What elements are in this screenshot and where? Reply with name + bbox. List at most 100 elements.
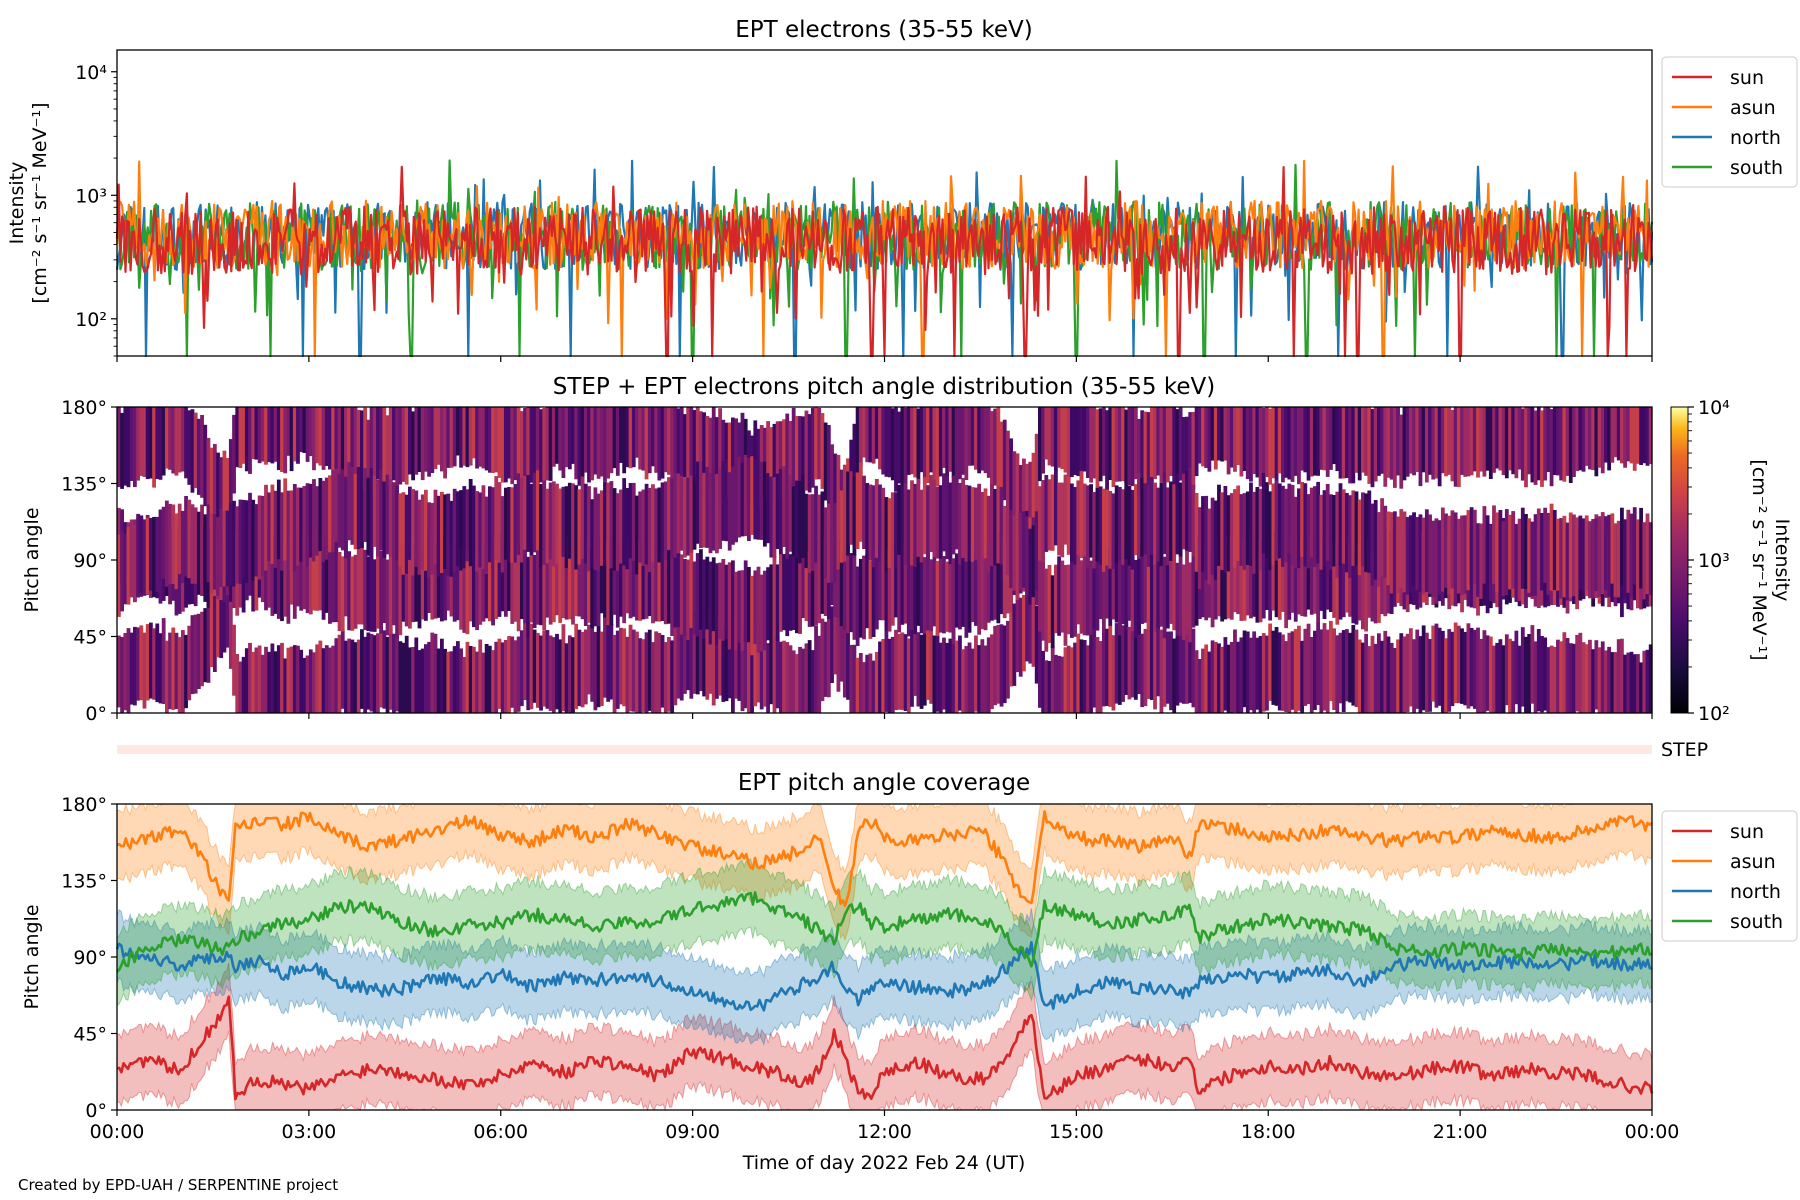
heatmap-cell	[1504, 407, 1509, 479]
heatmap-cell	[455, 641, 460, 713]
heatmap-cell	[1517, 645, 1522, 713]
heatmap-cell	[1626, 407, 1631, 462]
heatmap-cell	[1303, 483, 1308, 567]
legend-label-north: north	[1730, 127, 1781, 149]
heatmap-cell	[945, 642, 950, 713]
heatmap-cell	[1613, 407, 1618, 458]
heatmap-cell	[635, 495, 639, 575]
heatmap-cell	[1380, 407, 1384, 474]
heatmap-cell	[587, 624, 591, 695]
heatmap-cell	[1396, 639, 1400, 713]
heatmap-cell	[1386, 511, 1391, 586]
heatmap-cell	[267, 492, 272, 561]
heatmap-cell	[1153, 407, 1157, 480]
heatmap-cell	[810, 650, 815, 713]
heatmap-cell	[561, 536, 566, 619]
heatmap-cell	[945, 407, 950, 477]
heatmap-cell	[830, 503, 834, 583]
heatmap-cell	[686, 477, 691, 556]
heatmap-cell	[631, 407, 636, 468]
y-tick-label: 90°	[73, 550, 107, 572]
heatmap-cell	[1466, 407, 1471, 477]
heatmap-cell	[1581, 407, 1586, 472]
heatmap-cell	[759, 622, 764, 710]
heatmap-cell	[996, 539, 1001, 624]
heatmap-cell	[145, 407, 150, 480]
y-tick-label: 180°	[61, 397, 107, 419]
heatmap-cell	[465, 489, 470, 562]
heatmap-cell	[417, 407, 422, 472]
heatmap-cell	[1111, 545, 1116, 620]
heatmap-cell	[436, 648, 441, 713]
heatmap-cell	[663, 642, 668, 713]
heatmap-cell	[1504, 509, 1509, 595]
heatmap-cell	[1498, 639, 1503, 713]
heatmap-cell	[958, 635, 962, 711]
heatmap-cell	[353, 473, 358, 550]
heatmap-cell	[929, 407, 934, 473]
heatmap-cell	[1329, 538, 1333, 612]
heatmap-cell	[849, 471, 854, 545]
heatmap-cell	[1370, 503, 1375, 586]
heatmap-cell	[344, 538, 348, 617]
heatmap-cell	[318, 478, 323, 552]
heatmap-cell	[801, 475, 806, 558]
heatmap-cell	[564, 544, 569, 620]
heatmap-cell	[1018, 597, 1023, 677]
heatmap-cell	[1431, 625, 1436, 702]
heatmap-cell	[1175, 409, 1180, 486]
heatmap-cell	[1297, 625, 1301, 711]
heatmap-cell	[1053, 407, 1058, 472]
heatmap-cell	[1508, 638, 1512, 713]
heatmap-cell	[967, 642, 972, 713]
heatmap-cell	[1226, 495, 1231, 572]
heatmap-cell	[276, 645, 281, 713]
heatmap-cell	[462, 407, 467, 466]
heatmap-cell	[228, 594, 233, 669]
heatmap-cell	[938, 407, 943, 477]
heatmap-cell	[487, 486, 492, 563]
heatmap-cell	[270, 407, 275, 464]
heatmap-cell	[206, 437, 211, 517]
heatmap-cell	[782, 419, 786, 498]
heatmap-cell	[1460, 515, 1464, 596]
heatmap-cell	[1511, 641, 1516, 713]
heatmap-cell	[731, 466, 735, 545]
heatmap-cell	[970, 648, 975, 713]
heatmap-cell	[798, 646, 802, 713]
heatmap-cell	[906, 638, 911, 713]
heatmap-cell	[753, 459, 758, 540]
heatmap-cell	[1258, 538, 1263, 623]
heatmap-cell	[273, 407, 278, 462]
heatmap-cell	[475, 548, 479, 631]
heatmap-cell	[977, 407, 982, 474]
heatmap-cell	[858, 653, 863, 713]
heatmap-cell	[1175, 628, 1180, 706]
heatmap-cell	[983, 407, 988, 474]
heatmap-cell	[1345, 540, 1349, 613]
heatmap-cell	[1367, 490, 1372, 573]
heatmap-cell	[740, 629, 745, 712]
heatmap-cell	[401, 492, 406, 575]
heatmap-cell	[356, 467, 361, 549]
heatmap-cell	[1421, 625, 1426, 711]
heatmap-cell	[1309, 637, 1314, 713]
heatmap-cell	[1201, 496, 1205, 572]
heatmap-cell	[731, 417, 735, 489]
heatmap-cell	[651, 407, 655, 467]
heatmap-cell	[1140, 477, 1145, 557]
heatmap-cell	[1440, 507, 1445, 592]
heatmap-cell	[510, 550, 515, 624]
heatmap-cell	[1236, 535, 1241, 615]
heatmap-cell	[948, 552, 953, 633]
heatmap-cell	[916, 632, 921, 707]
heatmap-cell	[801, 648, 806, 713]
heatmap-cell	[1533, 641, 1538, 713]
heatmap-cell	[807, 414, 812, 493]
heatmap-cell	[1623, 519, 1628, 600]
heatmap-cell	[1057, 482, 1061, 556]
heatmap-cell	[1293, 496, 1298, 569]
heatmap-cell	[852, 476, 857, 556]
heatmap-cell	[708, 417, 713, 502]
